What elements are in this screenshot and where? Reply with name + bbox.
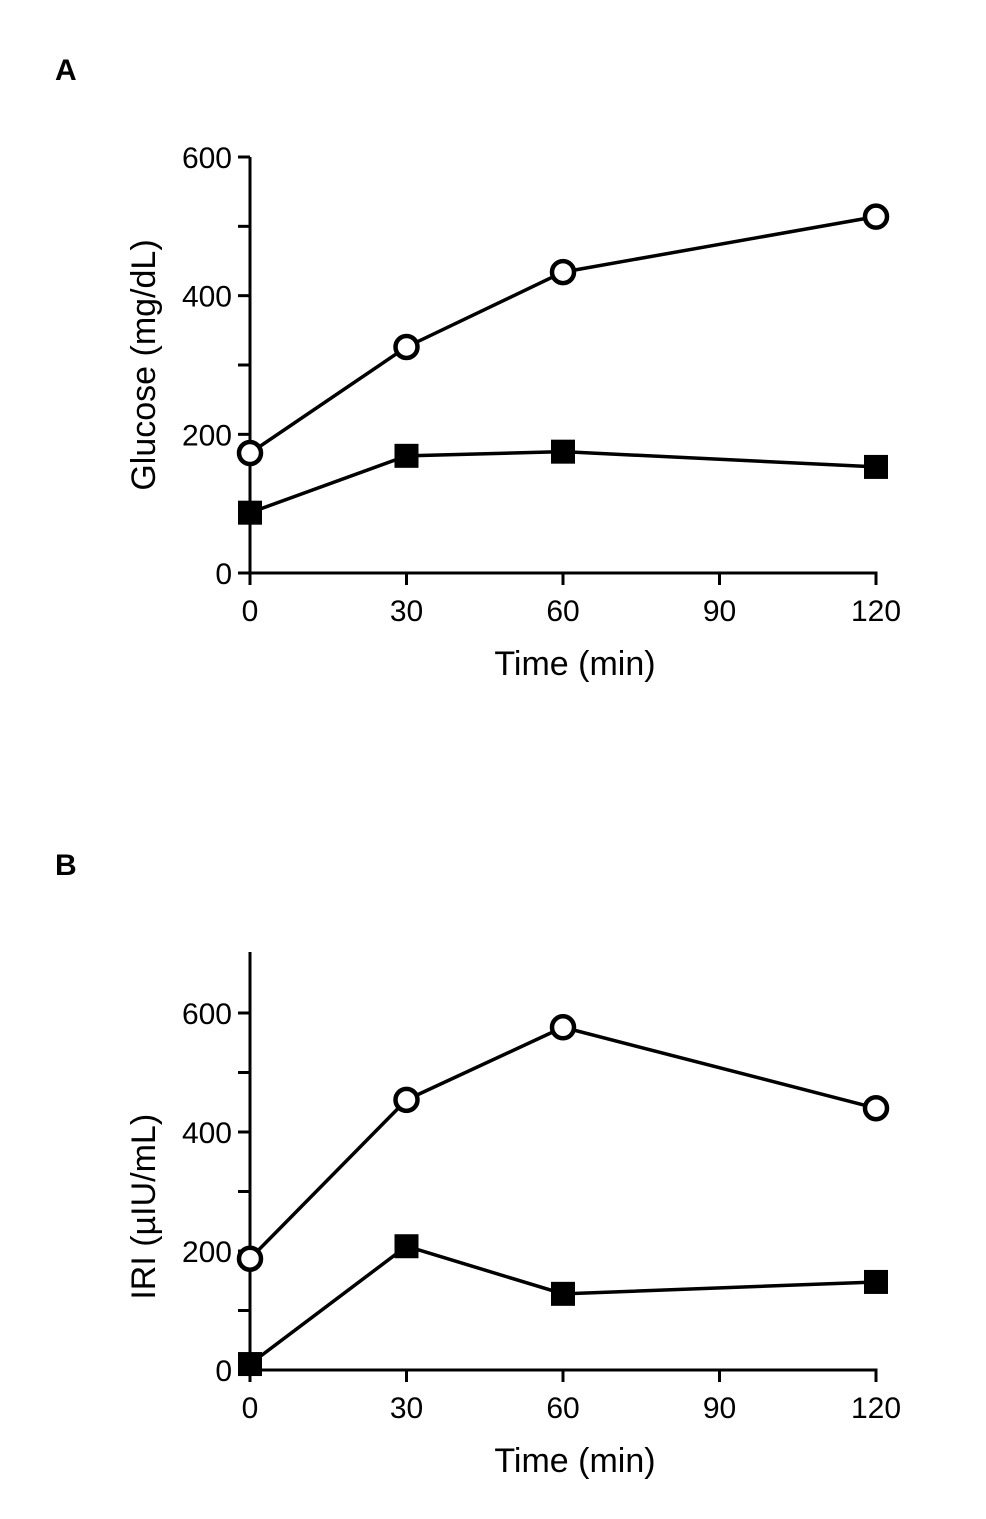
y-tick-label: 200 (182, 1236, 232, 1269)
y-tick-label: 600 (182, 998, 232, 1031)
data-point-square (238, 1352, 262, 1377)
x-axis-label: Time (min) (494, 1442, 655, 1480)
x-axis-label: Time (min) (494, 645, 655, 683)
y-tick-label: 400 (182, 1117, 232, 1150)
data-point-square (864, 1269, 888, 1294)
data-point-circle (393, 333, 420, 361)
x-tick-label: 30 (390, 1392, 423, 1425)
x-tick-label: 120 (851, 1392, 901, 1425)
panel-label: A (55, 54, 77, 87)
data-point-circle (393, 1086, 420, 1114)
y-tick-label: 0 (215, 558, 232, 591)
chart-panel-a: A 0 200 400 600 0 30 60 90 120 Time (min) Glucose (… (55, 54, 901, 683)
data-point-square (551, 439, 575, 464)
x-tick-label: 120 (851, 595, 901, 628)
series-line (249, 449, 877, 515)
panel-label: B (55, 849, 77, 882)
series-line (248, 1244, 877, 1366)
series-line (249, 214, 877, 455)
y-tick-label: 0 (215, 1355, 232, 1388)
y-axis-label: IRI (µIU/mL) (125, 1114, 163, 1300)
x-tick-label: 60 (546, 595, 579, 628)
x-tick-label: 0 (242, 1392, 259, 1425)
data-point-circle (549, 258, 577, 286)
x-tick-label: 60 (546, 1392, 579, 1425)
data-point-circle (549, 1014, 577, 1041)
data-point-circle (862, 203, 890, 230)
data-point-square (394, 443, 419, 468)
x-tick-label: 0 (242, 595, 259, 628)
chart-panel-b: B 0 200 400 600 0 30 60 90 120 Time (min) IRI (µIU/… (55, 849, 901, 1480)
data-point-circle (236, 1245, 264, 1272)
data-point-circle (862, 1094, 890, 1122)
data-point-circle (236, 439, 264, 467)
y-axis-label: Glucose (mg/dL) (125, 239, 163, 490)
data-point-square (238, 500, 262, 525)
data-point-square (864, 454, 888, 479)
x-tick-label: 90 (703, 595, 736, 628)
data-point-square (551, 1281, 575, 1306)
y-tick-label: 400 (182, 281, 232, 314)
x-tick-label: 90 (703, 1392, 736, 1425)
series-line (248, 1025, 877, 1260)
data-point-square (394, 1234, 419, 1259)
y-tick-label: 600 (182, 142, 232, 175)
y-tick-label: 200 (182, 419, 232, 452)
x-tick-label: 30 (390, 595, 423, 628)
